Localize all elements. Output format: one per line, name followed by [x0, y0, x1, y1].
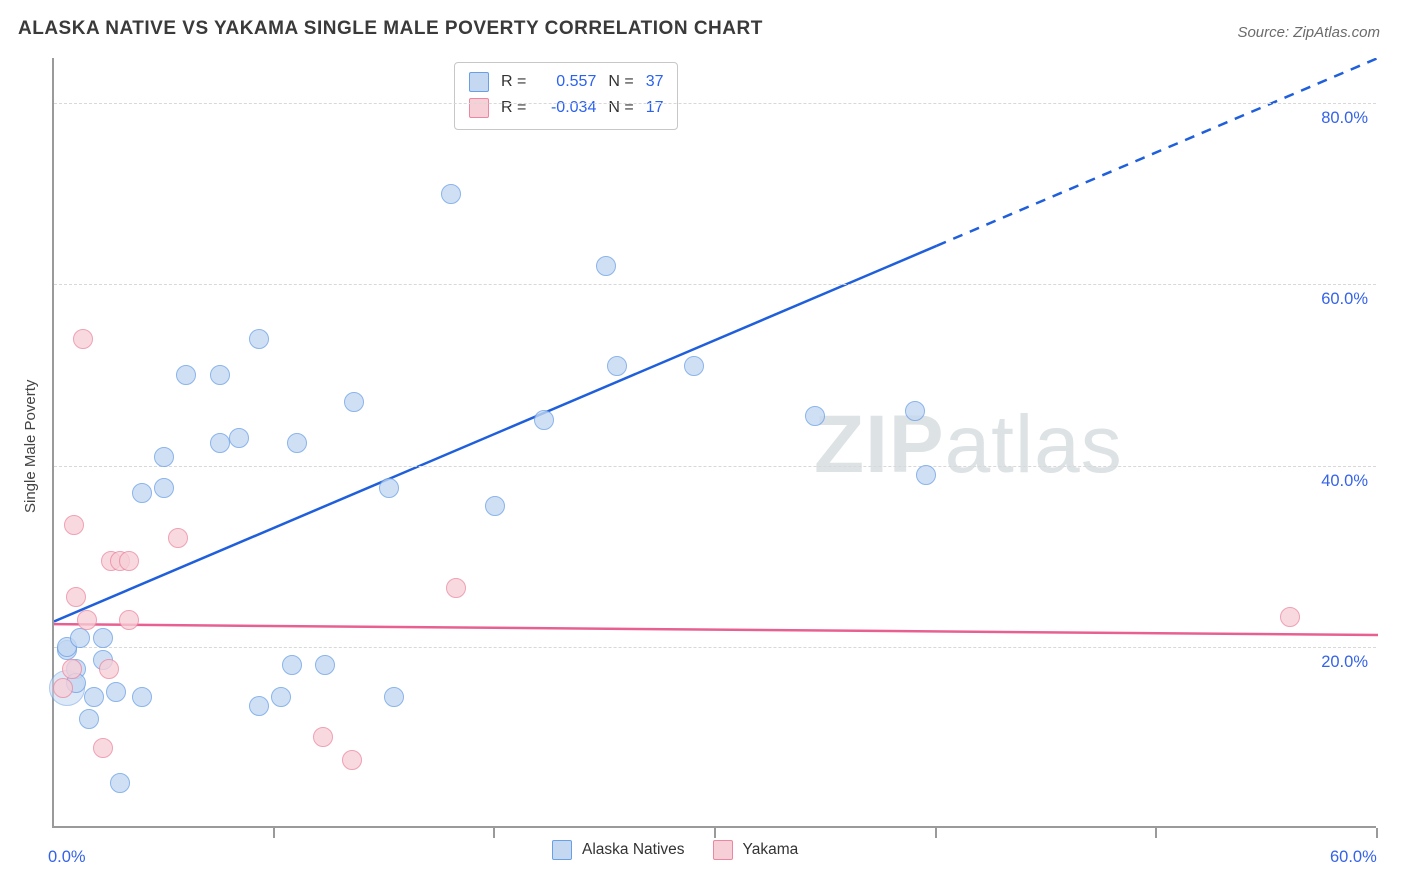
x-tick-mark [493, 828, 495, 838]
legend-item-yakama: Yakama [713, 840, 799, 860]
swatch-alaska [469, 72, 489, 92]
scatter-point-alaska [379, 478, 399, 498]
y-axis-label: Single Male Poverty [22, 380, 39, 513]
scatter-point-yakama [77, 610, 97, 630]
legend-label-alaska: Alaska Natives [582, 841, 685, 859]
stats-row-yakama: R = -0.034 N = 17 [469, 95, 663, 121]
label-R: R = [501, 95, 526, 121]
scatter-point-alaska [79, 709, 99, 729]
scatter-point-alaska [176, 365, 196, 385]
label-R: R = [501, 69, 526, 95]
scatter-point-alaska [154, 478, 174, 498]
scatter-point-alaska [93, 628, 113, 648]
scatter-point-yakama [342, 750, 362, 770]
scatter-point-alaska [441, 184, 461, 204]
scatter-point-alaska [249, 329, 269, 349]
yakama-R-value: -0.034 [538, 95, 596, 121]
gridline [54, 103, 1376, 104]
scatter-point-yakama [168, 528, 188, 548]
y-tick-label: 40.0% [1321, 472, 1368, 491]
regression-line [937, 58, 1378, 246]
source-attribution: Source: ZipAtlas.com [1237, 24, 1380, 41]
scatter-point-yakama [313, 727, 333, 747]
scatter-point-alaska [110, 773, 130, 793]
scatter-point-alaska [210, 433, 230, 453]
scatter-point-alaska [315, 655, 335, 675]
scatter-point-alaska [805, 406, 825, 426]
label-N: N = [608, 95, 633, 121]
chart-title: ALASKA NATIVE VS YAKAMA SINGLE MALE POVE… [18, 18, 763, 40]
scatter-point-alaska [271, 687, 291, 707]
scatter-point-alaska [249, 696, 269, 716]
scatter-point-alaska [905, 401, 925, 421]
x-tick-mark [1155, 828, 1157, 838]
scatter-point-alaska [684, 356, 704, 376]
y-tick-label: 60.0% [1321, 290, 1368, 309]
legend-item-alaska: Alaska Natives [552, 840, 685, 860]
scatter-point-alaska [210, 365, 230, 385]
legend-label-yakama: Yakama [743, 841, 799, 859]
scatter-point-yakama [93, 738, 113, 758]
y-tick-label: 80.0% [1321, 109, 1368, 128]
x-tick-mark [273, 828, 275, 838]
scatter-point-yakama [62, 659, 82, 679]
swatch-yakama [469, 98, 489, 118]
scatter-point-alaska [132, 483, 152, 503]
scatter-point-yakama [73, 329, 93, 349]
scatter-point-yakama [53, 678, 73, 698]
scatter-point-yakama [66, 587, 86, 607]
gridline [54, 466, 1376, 467]
alaska-R-value: 0.557 [538, 69, 596, 95]
scatter-point-yakama [1280, 607, 1300, 627]
x-scale-left: 0.0% [48, 848, 86, 867]
correlation-stats-box: R = 0.557 N = 37 R = -0.034 N = 17 [454, 62, 678, 130]
scatter-point-alaska [607, 356, 627, 376]
chart-container: ALASKA NATIVE VS YAKAMA SINGLE MALE POVE… [0, 0, 1406, 892]
label-N: N = [608, 69, 633, 95]
regression-line [54, 246, 937, 622]
scatter-point-alaska [534, 410, 554, 430]
scatter-point-alaska [282, 655, 302, 675]
gridline [54, 647, 1376, 648]
scatter-point-alaska [344, 392, 364, 412]
x-tick-mark [1376, 828, 1378, 838]
x-scale-right: 60.0% [1330, 848, 1377, 867]
regression-line [54, 624, 1378, 635]
scatter-point-yakama [446, 578, 466, 598]
scatter-point-alaska [132, 687, 152, 707]
scatter-point-alaska [70, 628, 90, 648]
scatter-point-yakama [119, 551, 139, 571]
scatter-point-alaska [916, 465, 936, 485]
scatter-point-alaska [596, 256, 616, 276]
stats-row-alaska: R = 0.557 N = 37 [469, 69, 663, 95]
x-tick-mark [935, 828, 937, 838]
scatter-point-alaska [84, 687, 104, 707]
scatter-point-alaska [287, 433, 307, 453]
x-tick-mark [714, 828, 716, 838]
scatter-point-alaska [154, 447, 174, 467]
yakama-N-value: 17 [646, 95, 664, 121]
scatter-point-yakama [119, 610, 139, 630]
alaska-N-value: 37 [646, 69, 664, 95]
scatter-point-alaska [485, 496, 505, 516]
watermark: ZIPatlas [814, 398, 1123, 492]
scatter-point-yakama [64, 515, 84, 535]
scatter-point-yakama [99, 659, 119, 679]
y-tick-label: 20.0% [1321, 653, 1368, 672]
scatter-point-alaska [384, 687, 404, 707]
plot-area: ZIPatlas R = 0.557 N = 37 R = -0.034 N =… [52, 58, 1376, 828]
scatter-point-alaska [106, 682, 126, 702]
swatch-alaska [552, 840, 572, 860]
gridline [54, 284, 1376, 285]
swatch-yakama [713, 840, 733, 860]
scatter-point-alaska [229, 428, 249, 448]
legend-bottom: Alaska Natives Yakama [552, 840, 798, 860]
